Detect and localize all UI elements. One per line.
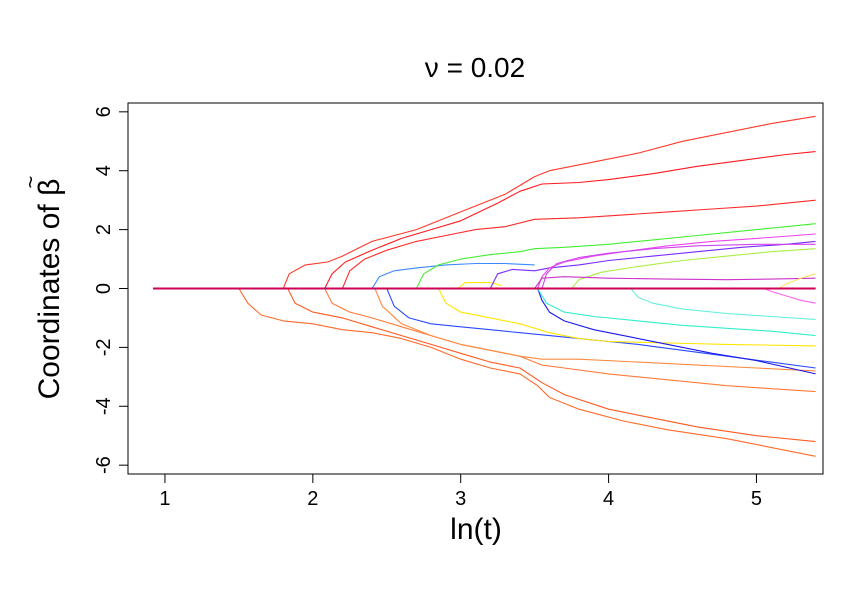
- series-line: [153, 276, 816, 290]
- series-line: [153, 287, 816, 393]
- series-line: [153, 287, 816, 320]
- series-line: [153, 248, 816, 290]
- y-axis-label-group: Coordinates of β ~: [18, 176, 66, 400]
- y-axis-label: Coordinates of β: [33, 179, 66, 400]
- series-line: [153, 273, 816, 290]
- y-axis: -6 -4 -2 0 2 4 6: [93, 106, 128, 474]
- series-line: [153, 287, 816, 372]
- y-tick-label: 2: [93, 224, 115, 235]
- series-line: [153, 115, 816, 290]
- y-tick-label: -6: [93, 456, 115, 474]
- series-line: [153, 287, 816, 443]
- y-tick-label: 0: [93, 283, 115, 294]
- y-tick-label: -4: [93, 397, 115, 415]
- x-axis: 1 2 3 4 5: [159, 474, 762, 510]
- plot-area: [153, 115, 816, 457]
- x-tick-label: 4: [603, 488, 614, 510]
- y-axis-label-accent: ~: [18, 176, 43, 189]
- series-line: [153, 287, 816, 375]
- series-line: [153, 287, 816, 337]
- x-tick-label: 2: [307, 488, 318, 510]
- series-line: [153, 287, 816, 369]
- y-tick-label: -2: [93, 338, 115, 356]
- series-line: [153, 262, 535, 290]
- series-line: [153, 287, 816, 457]
- series-line: [153, 223, 816, 290]
- x-tick-label: 1: [159, 488, 170, 510]
- x-tick-label: 5: [751, 488, 762, 510]
- series-line: [153, 240, 816, 290]
- series-line: [153, 287, 816, 347]
- series-line: [153, 233, 816, 290]
- y-tick-label: 4: [93, 165, 115, 176]
- x-axis-label: ln(t): [450, 513, 502, 546]
- x-tick-label: 3: [455, 488, 466, 510]
- chart-title: ν = 0.02: [425, 52, 525, 83]
- series-line: [153, 151, 816, 290]
- y-tick-label: 6: [93, 106, 115, 117]
- series-line: [153, 199, 816, 290]
- series-line: [153, 243, 816, 290]
- series-line: [153, 287, 816, 304]
